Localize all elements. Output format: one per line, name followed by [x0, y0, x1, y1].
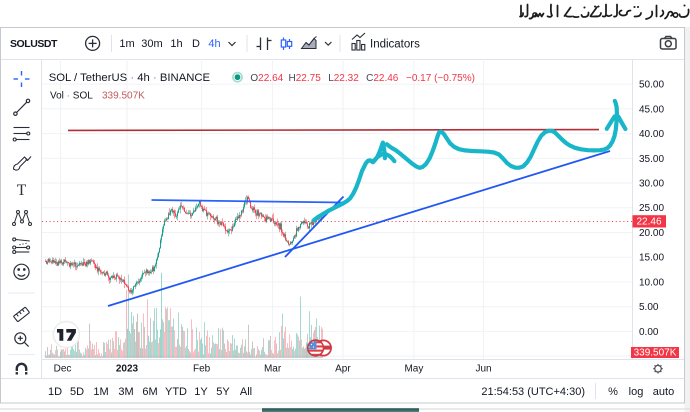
- svg-text:30m: 30m: [141, 38, 162, 50]
- svg-text:1m: 1m: [119, 38, 134, 50]
- svg-text:45.00: 45.00: [639, 104, 664, 115]
- svg-text:15.00: 15.00: [639, 253, 664, 264]
- svg-text:40.00: 40.00: [639, 129, 664, 140]
- svg-text:−0.17 (−0.75%): −0.17 (−0.75%): [406, 73, 475, 84]
- svg-text:6M: 6M: [142, 386, 157, 398]
- svg-text:T: T: [17, 182, 27, 199]
- svg-text:1h: 1h: [170, 38, 182, 50]
- svg-text:4h: 4h: [208, 38, 220, 50]
- svg-text:SOL / TetherUS · 4h · BINANCE: SOL / TetherUS · 4h · BINANCE: [49, 72, 211, 84]
- svg-text:L22.32: L22.32: [328, 73, 359, 84]
- svg-text:35.00: 35.00: [639, 154, 664, 165]
- svg-text:YTD: YTD: [165, 386, 187, 398]
- svg-text:%: %: [608, 386, 618, 398]
- svg-text:1Y: 1Y: [194, 386, 208, 398]
- svg-text:25.00: 25.00: [639, 203, 664, 214]
- svg-text:20.00: 20.00: [639, 228, 664, 239]
- svg-text:5D: 5D: [70, 386, 84, 398]
- svg-text:339.507K: 339.507K: [634, 348, 677, 359]
- svg-text:Jun: Jun: [475, 364, 491, 375]
- svg-text:1M: 1M: [93, 386, 108, 398]
- svg-text:C22.46: C22.46: [366, 73, 399, 84]
- svg-text:22.46: 22.46: [636, 216, 661, 227]
- svg-text:Mar: Mar: [264, 364, 282, 375]
- svg-text:Dec: Dec: [54, 364, 72, 375]
- svg-text:All: All: [240, 386, 252, 398]
- svg-text:Apr: Apr: [335, 364, 351, 375]
- svg-text:O22.64: O22.64: [250, 73, 283, 84]
- svg-text:3M: 3M: [118, 386, 133, 398]
- svg-text:10.00: 10.00: [639, 277, 664, 288]
- svg-text:30.00: 30.00: [639, 179, 664, 190]
- svg-text:D: D: [192, 38, 200, 50]
- svg-text:H22.75: H22.75: [289, 73, 322, 84]
- svg-text:May: May: [404, 364, 423, 375]
- svg-text:21:54:53 (UTC+4:30): 21:54:53 (UTC+4:30): [481, 386, 585, 398]
- svg-text:2023: 2023: [116, 364, 139, 375]
- svg-text:Vol · SOL: Vol · SOL: [50, 91, 93, 102]
- svg-text:SOLUSDT: SOLUSDT: [10, 38, 58, 50]
- svg-text:log: log: [629, 386, 644, 398]
- svg-text:5.00: 5.00: [639, 302, 659, 313]
- svg-text:50.00: 50.00: [639, 80, 664, 91]
- svg-text:339.507K: 339.507K: [102, 91, 145, 102]
- svg-text:5Y: 5Y: [216, 386, 230, 398]
- svg-text:Indicators: Indicators: [370, 39, 420, 51]
- svg-text:Feb: Feb: [193, 364, 211, 375]
- svg-text:auto: auto: [653, 386, 674, 398]
- svg-text:0.00: 0.00: [639, 327, 659, 338]
- svg-text:1D: 1D: [48, 386, 62, 398]
